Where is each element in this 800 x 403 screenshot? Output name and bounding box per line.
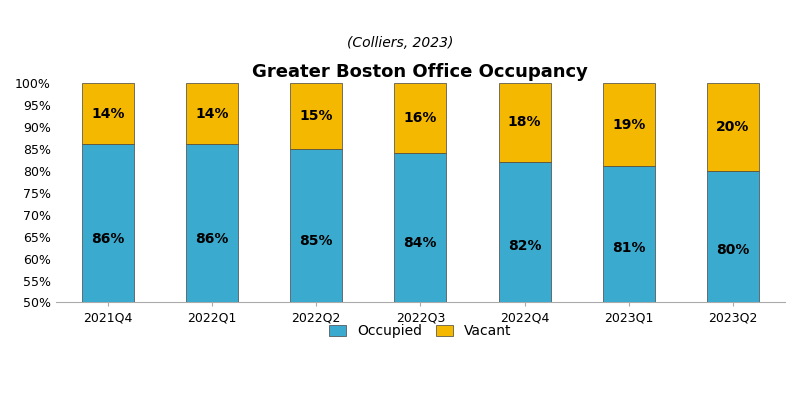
Text: 16%: 16% xyxy=(404,111,437,125)
Bar xyxy=(186,83,238,144)
Text: 85%: 85% xyxy=(299,234,333,248)
Title: Greater Boston Office Occupancy: Greater Boston Office Occupancy xyxy=(253,63,588,81)
Text: 86%: 86% xyxy=(91,232,125,246)
Bar xyxy=(602,166,654,303)
Text: 20%: 20% xyxy=(716,120,750,134)
Text: 18%: 18% xyxy=(508,115,542,129)
Text: 19%: 19% xyxy=(612,118,646,132)
Text: 14%: 14% xyxy=(91,107,125,120)
Text: 82%: 82% xyxy=(508,239,542,253)
Bar xyxy=(82,83,134,144)
Bar xyxy=(186,144,238,303)
Bar xyxy=(394,83,446,153)
Text: 81%: 81% xyxy=(612,241,646,255)
Bar xyxy=(707,83,759,171)
Legend: Occupied, Vacant: Occupied, Vacant xyxy=(324,319,517,344)
Bar xyxy=(602,83,654,166)
Text: 84%: 84% xyxy=(404,236,437,250)
Text: 14%: 14% xyxy=(195,107,229,120)
Bar xyxy=(290,83,342,149)
Bar xyxy=(498,162,550,303)
Text: 15%: 15% xyxy=(299,109,333,123)
Bar xyxy=(707,171,759,303)
Text: 86%: 86% xyxy=(195,232,229,246)
Bar xyxy=(82,144,134,303)
Bar xyxy=(498,83,550,162)
Bar xyxy=(394,153,446,303)
Bar xyxy=(290,149,342,303)
Text: 80%: 80% xyxy=(716,243,750,257)
Text: (Colliers, 2023): (Colliers, 2023) xyxy=(347,36,453,50)
